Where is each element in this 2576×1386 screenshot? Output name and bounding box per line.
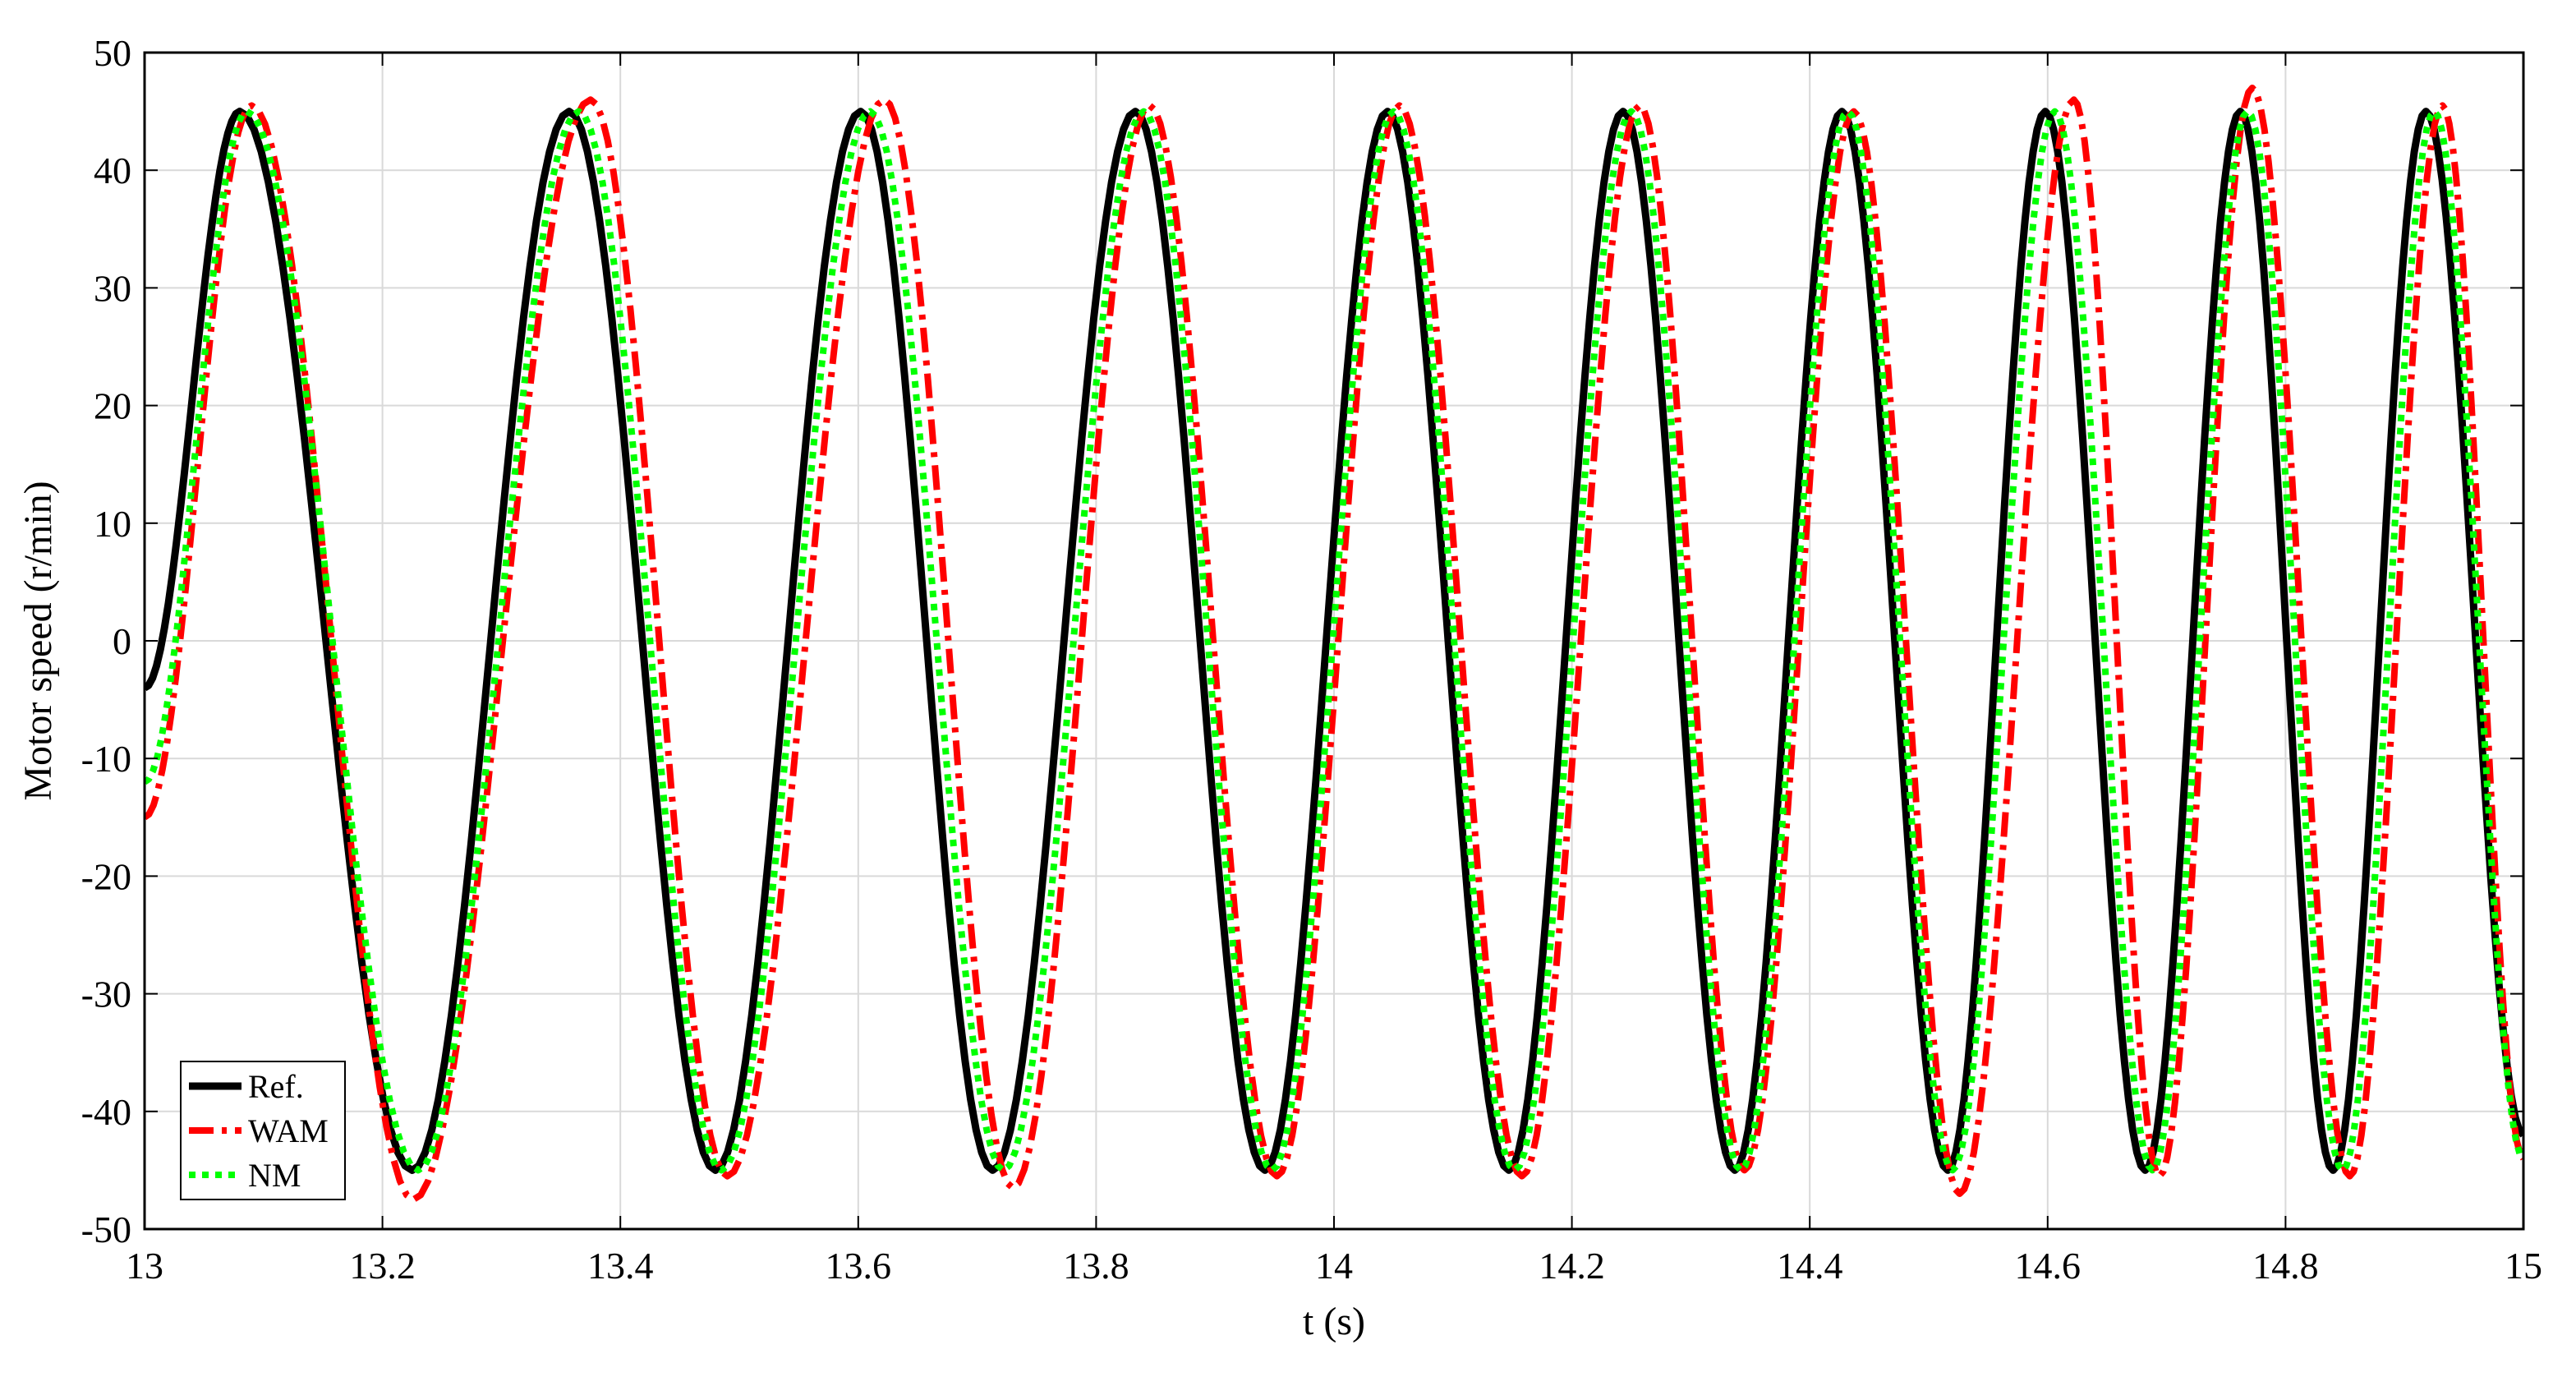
y-tick-label: -50 bbox=[81, 1209, 131, 1250]
x-tick-label: 14.2 bbox=[1539, 1245, 1605, 1287]
series-line-nm bbox=[145, 108, 2523, 1174]
y-tick-label: 0 bbox=[113, 620, 131, 662]
legend: Ref. WAM NM bbox=[180, 1061, 346, 1200]
legend-label: Ref. bbox=[248, 1068, 304, 1105]
x-tick-label: 14 bbox=[1315, 1245, 1353, 1287]
series-line-ref bbox=[145, 108, 2523, 1174]
y-tick-label: -10 bbox=[81, 738, 131, 780]
x-tick-label: 13.4 bbox=[587, 1245, 654, 1287]
y-axis-label: Motor speed (r/min) bbox=[16, 481, 60, 800]
legend-label: WAM bbox=[248, 1112, 329, 1149]
series-line-wam bbox=[145, 85, 2523, 1204]
y-tick-label: 30 bbox=[94, 267, 131, 309]
y-tick-label: -40 bbox=[81, 1091, 131, 1133]
x-axis-ticks: 13 13.2 13.4 13.6 13.8 14 14.2 14.4 14.6 14.8 15 bbox=[126, 53, 2542, 1287]
y-tick-label: 20 bbox=[94, 385, 131, 427]
y-tick-label: 50 bbox=[94, 32, 131, 74]
x-tick-label: 13.6 bbox=[826, 1245, 892, 1287]
legend-label: NM bbox=[248, 1157, 301, 1194]
x-tick-label: 13.2 bbox=[349, 1245, 416, 1287]
x-axis-label: t (s) bbox=[1303, 1300, 1365, 1343]
y-tick-label: -20 bbox=[81, 855, 131, 897]
x-tick-label: 14.6 bbox=[2015, 1245, 2082, 1287]
x-tick-label: 15 bbox=[2505, 1245, 2542, 1287]
y-axis-ticks: 50 40 30 20 10 0 -10 -20 -30 -40 -50 bbox=[81, 32, 2523, 1250]
x-tick-label: 14.4 bbox=[1777, 1245, 1843, 1287]
y-tick-label: 40 bbox=[94, 150, 131, 191]
y-tick-label: 10 bbox=[94, 503, 131, 545]
x-tick-label: 13 bbox=[126, 1245, 163, 1287]
x-tick-label: 13.8 bbox=[1063, 1245, 1129, 1287]
y-tick-label: -30 bbox=[81, 974, 131, 1015]
series-lines bbox=[145, 85, 2523, 1204]
x-tick-label: 14.8 bbox=[2252, 1245, 2319, 1287]
